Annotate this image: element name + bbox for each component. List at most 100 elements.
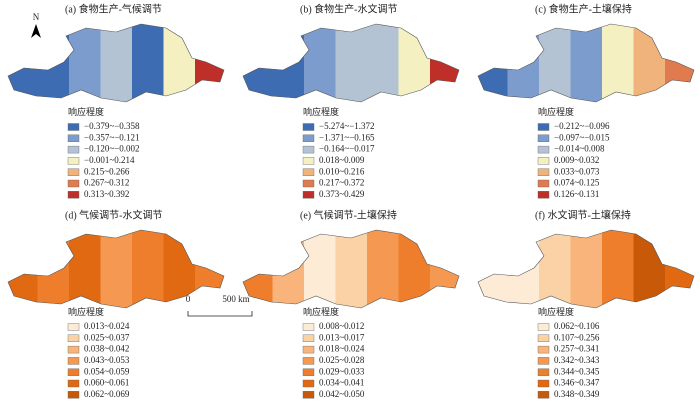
map-zone [478,24,508,102]
legend-label: 0.373~0.429 [319,189,365,199]
legend-swatch [67,334,80,343]
map-zone [304,230,336,308]
legend-title: 响应程度 [538,306,574,317]
legend-label: 0.107~0.256 [554,332,600,342]
legend-swatch [302,123,315,131]
legend-label: 0.126~0.131 [554,189,599,199]
map-zone [633,230,666,308]
map-zone [304,24,336,102]
legend-swatch [537,379,550,388]
map-zone [367,24,399,102]
legend-label: 0.344~0.345 [554,366,600,376]
legend-label: 0.025~0.037 [84,332,130,342]
map-zone [69,230,101,308]
legend-swatch [537,368,550,376]
legend-label: 0.010~0.216 [319,166,365,176]
legend-label: 0.346~0.347 [554,378,600,388]
map [243,24,459,102]
legend-swatch [67,368,80,376]
legend-swatch [537,391,550,399]
map-zone [335,24,368,102]
map-zone [37,230,70,308]
legend-label: −0.001~0.214 [84,155,135,165]
panel-title: (b) 食物生产-水文调节 [300,2,398,15]
legend-label: −0.014~0.008 [554,144,605,154]
map-zone [539,230,571,308]
legend-label: −0.097~−0.015 [554,132,610,142]
map-zone [195,24,224,102]
legend-swatch [67,357,80,365]
map-zone [602,230,634,308]
legend-swatch [302,145,315,154]
north-label: N [33,12,40,22]
legend-label: 0.257~0.341 [554,344,599,354]
map-zone [37,24,70,102]
map-zone [100,24,133,102]
map-zone [398,24,431,102]
legend-swatch [537,345,550,354]
map-zone [272,24,305,102]
legend-swatch [537,323,550,331]
map-zone [570,230,603,308]
legend-label: −0.120~−0.002 [84,144,140,154]
map [478,230,694,308]
legend-label: 0.074~0.125 [554,178,600,188]
map-zone [570,24,603,102]
legend-swatch [67,123,80,131]
legend-label: 0.013~0.024 [84,321,130,331]
panel-title: (f) 水文调节-土壤保持 [535,208,631,221]
legend-swatch [302,357,315,365]
legend-swatch [67,168,80,176]
legend-swatch [67,179,80,188]
map-zone [665,230,694,308]
legend-label: 0.267~0.312 [84,178,129,188]
legend-label: 0.060~0.061 [84,378,129,388]
legend-swatch [67,191,80,199]
map [478,24,694,102]
legend-swatch [302,157,315,165]
map-zone [243,24,273,102]
legend-label: 0.018~0.009 [319,155,365,165]
legend-label: 0.042~0.050 [319,389,365,399]
legend-swatch [302,168,315,176]
legend-label: 0.018~0.024 [319,344,365,354]
legend-swatch [302,391,315,399]
legend-swatch [302,134,315,143]
scale-start: 0 [186,294,191,304]
legend-swatch [302,368,315,376]
map-zone [602,24,634,102]
legend-swatch [537,145,550,154]
legend-title: 响应程度 [68,306,104,317]
legend-swatch [67,391,80,399]
map-zone [335,230,368,308]
north-arrow: N [31,12,41,38]
legend-label: 0.008~0.012 [319,321,364,331]
map-zone [163,24,196,102]
legend-label: 0.033~0.073 [554,166,600,176]
map-zone [132,230,164,308]
panel-title: (c) 食物生产-土壤保持 [535,2,632,15]
legend-swatch [67,379,80,388]
legend-label: −0.379~−0.358 [84,121,140,131]
map-zone [8,24,38,102]
legend-label: 0.348~0.349 [554,389,600,399]
legend-label: −0.357~−0.121 [84,132,140,142]
legend-label: 0.025~0.028 [319,355,365,365]
map [8,230,224,308]
map [243,230,459,308]
legend-label: 0.043~0.053 [84,355,130,365]
legend-swatch [537,179,550,188]
map-zone [478,230,508,308]
map-zone [132,24,164,102]
map-zone [8,230,38,308]
map-zone [507,24,540,102]
legend-label: −1.371~−0.165 [319,132,375,142]
legend-swatch [537,123,550,131]
map-zone [539,24,571,102]
legend-swatch [302,379,315,388]
